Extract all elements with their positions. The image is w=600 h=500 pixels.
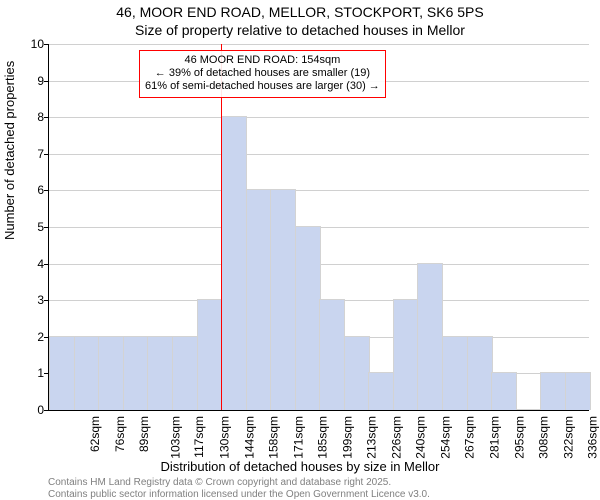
y-tick-label: 3 [30, 293, 44, 307]
chart-title-line2: Size of property relative to detached ho… [0, 22, 600, 38]
annotation-line: 46 MOOR END ROAD: 154sqm [145, 54, 380, 67]
x-axis-label: Distribution of detached houses by size … [0, 459, 600, 474]
y-tick-mark [44, 44, 48, 45]
y-tick-mark [44, 300, 48, 301]
histogram-bar [295, 226, 321, 410]
y-axis-label: Number of detached properties [2, 61, 17, 240]
x-tick-label: 295sqm [512, 416, 526, 459]
y-tick-label: 9 [30, 74, 44, 88]
histogram-bar [246, 189, 272, 410]
histogram-bar [98, 336, 124, 410]
y-tick-mark [44, 227, 48, 228]
y-tick-label: 2 [30, 330, 44, 344]
x-tick-label: 199sqm [340, 416, 354, 459]
histogram-bar [270, 189, 296, 410]
gridline [49, 154, 589, 155]
histogram-bar [368, 372, 394, 410]
gridline [49, 117, 589, 118]
histogram-bar [319, 299, 345, 410]
y-tick-mark [44, 81, 48, 82]
credit-line-2: Contains public sector information licen… [48, 489, 430, 500]
gridline [49, 44, 589, 45]
histogram-bar [74, 336, 100, 410]
histogram-bar [491, 372, 517, 410]
x-tick-label: 281sqm [488, 416, 502, 459]
x-tick-label: 213sqm [365, 416, 379, 459]
y-tick-mark [44, 264, 48, 265]
chart-title-line1: 46, MOOR END ROAD, MELLOR, STOCKPORT, SK… [0, 4, 600, 20]
y-tick-mark [44, 410, 48, 411]
plot-area: 46 MOOR END ROAD: 154sqm← 39% of detache… [48, 44, 589, 411]
x-tick-label: 254sqm [439, 416, 453, 459]
histogram-bar [393, 299, 419, 410]
histogram-bar [49, 336, 75, 410]
x-tick-label: 103sqm [169, 416, 183, 459]
x-tick-label: 336sqm [586, 416, 600, 459]
y-tick-mark [44, 373, 48, 374]
y-tick-label: 8 [30, 110, 44, 124]
histogram-bar [467, 336, 493, 410]
annotation-line: 61% of semi-detached houses are larger (… [145, 80, 380, 93]
x-tick-label: 158sqm [267, 416, 281, 459]
x-tick-label: 185sqm [316, 416, 330, 459]
histogram-bar [417, 263, 443, 410]
histogram-bar [172, 336, 198, 410]
y-tick-label: 6 [30, 183, 44, 197]
y-tick-label: 7 [30, 147, 44, 161]
x-tick-label: 267sqm [463, 416, 477, 459]
x-tick-label: 130sqm [218, 416, 232, 459]
x-tick-label: 308sqm [537, 416, 551, 459]
histogram-bar [516, 409, 542, 410]
y-tick-label: 1 [30, 366, 44, 380]
annotation-line: ← 39% of detached houses are smaller (19… [145, 67, 380, 80]
y-tick-label: 5 [30, 220, 44, 234]
x-tick-label: 226sqm [389, 416, 403, 459]
x-tick-label: 76sqm [113, 416, 127, 452]
histogram-bar [123, 336, 149, 410]
y-tick-label: 10 [30, 37, 44, 51]
x-tick-label: 240sqm [414, 416, 428, 459]
annotation-box: 46 MOOR END ROAD: 154sqm← 39% of detache… [139, 50, 386, 98]
histogram-bar [344, 336, 370, 410]
x-tick-label: 322sqm [561, 416, 575, 459]
gridline [49, 190, 589, 191]
histogram-bar [442, 336, 468, 410]
marker-line [221, 44, 222, 410]
x-tick-label: 171sqm [291, 416, 305, 459]
histogram-bar [565, 372, 591, 410]
y-tick-label: 4 [30, 257, 44, 271]
credit-line-1: Contains HM Land Registry data © Crown c… [48, 477, 391, 488]
x-tick-label: 89sqm [137, 416, 151, 452]
y-tick-label: 0 [30, 403, 44, 417]
x-tick-label: 144sqm [242, 416, 256, 459]
histogram-bar [147, 336, 173, 410]
histogram-bar [221, 116, 247, 410]
histogram-bar [540, 372, 566, 410]
y-tick-mark [44, 337, 48, 338]
y-tick-mark [44, 117, 48, 118]
x-tick-label: 62sqm [88, 416, 102, 452]
x-tick-label: 117sqm [192, 416, 206, 458]
chart-container: 46, MOOR END ROAD, MELLOR, STOCKPORT, SK… [0, 0, 600, 500]
y-tick-mark [44, 154, 48, 155]
y-tick-mark [44, 190, 48, 191]
histogram-bar [197, 299, 223, 410]
